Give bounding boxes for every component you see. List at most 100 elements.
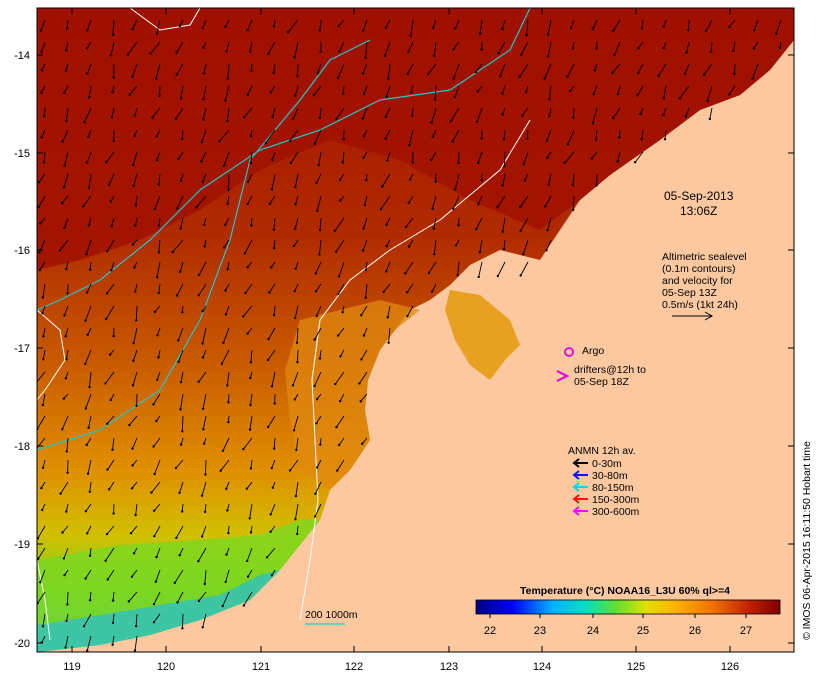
velocity-arrow xyxy=(224,283,230,292)
velocity-arrow xyxy=(269,525,276,533)
velocity-arrow xyxy=(133,635,138,652)
velocity-arrow xyxy=(41,459,46,469)
velocity-arrow xyxy=(318,217,322,232)
velocity-arrow xyxy=(58,239,69,252)
velocity-arrow xyxy=(87,173,92,189)
velocity-arrow xyxy=(662,107,667,117)
velocity-arrow xyxy=(246,327,253,335)
velocity-arrow xyxy=(248,503,253,520)
velocity-arrow xyxy=(477,151,483,164)
velocity-arrow xyxy=(132,349,138,362)
velocity-arrow xyxy=(521,107,529,117)
velocity-arrow xyxy=(316,63,322,75)
velocity-arrow xyxy=(727,19,736,29)
altimetry-line-4: 05-Sep 13Z xyxy=(662,287,717,299)
velocity-arrow xyxy=(362,217,368,230)
velocity-arrow xyxy=(87,85,92,99)
velocity-arrow xyxy=(271,151,276,161)
velocity-arrow xyxy=(566,63,575,78)
lat-tick-label: -16 xyxy=(14,245,30,257)
velocity-arrow xyxy=(295,437,299,452)
velocity-arrow xyxy=(427,261,437,274)
velocity-arrow xyxy=(547,173,552,186)
velocity-arrow xyxy=(106,569,115,581)
velocity-arrow xyxy=(612,19,621,32)
velocity-arrow xyxy=(219,459,230,472)
velocity-arrow xyxy=(179,371,184,384)
velocity-arrow xyxy=(732,41,736,52)
velocity-arrow xyxy=(175,283,184,297)
velocity-arrow xyxy=(179,217,184,230)
inlet-water xyxy=(445,290,520,380)
velocity-arrow xyxy=(222,151,230,167)
velocity-arrow xyxy=(42,349,46,361)
velocity-arrow xyxy=(153,195,161,210)
velocity-arrow xyxy=(451,129,460,143)
velocity-arrow xyxy=(218,129,230,143)
sealevel-contour-white-4 xyxy=(37,559,51,641)
velocity-arrow xyxy=(408,129,414,147)
velocity-arrow xyxy=(704,19,713,33)
time-label: 13:06Z xyxy=(680,204,717,218)
velocity-arrow xyxy=(294,305,299,320)
velocity-arrow xyxy=(131,437,138,450)
velocity-arrow xyxy=(87,217,92,227)
velocity-arrow xyxy=(126,41,138,56)
velocity-arrow xyxy=(221,437,230,452)
velocity-arrow xyxy=(318,349,322,360)
sealevel-contour-white-1 xyxy=(299,119,531,621)
velocity-arrow xyxy=(502,129,506,141)
lat-tick-label: -17 xyxy=(14,343,30,355)
velocity-arrow xyxy=(269,503,276,516)
velocity-arrow xyxy=(61,129,69,143)
velocity-arrow xyxy=(362,19,368,33)
velocity-arrow xyxy=(179,393,184,411)
velocity-arrow xyxy=(337,283,345,296)
velocity-arrow xyxy=(131,239,138,246)
velocity-arrow xyxy=(243,107,253,119)
velocity-arrow xyxy=(637,41,644,50)
velocity-arrow xyxy=(112,63,115,79)
velocity-arrow xyxy=(452,41,460,51)
velocity-arrow xyxy=(86,41,92,50)
velocity-arrow xyxy=(636,85,644,97)
velocity-arrow xyxy=(358,371,368,385)
velocity-arrow xyxy=(135,305,138,322)
velocity-arrow xyxy=(226,107,230,123)
lon-tick-label: 126 xyxy=(721,661,739,673)
velocity-arrow xyxy=(591,107,598,125)
velocity-arrow xyxy=(338,437,345,447)
velocity-arrow xyxy=(273,393,276,405)
velocity-arrow xyxy=(197,371,207,383)
velocity-arrow xyxy=(385,239,391,248)
velocity-arrow xyxy=(662,85,667,100)
velocity-arrow xyxy=(39,569,46,584)
velocity-arrow xyxy=(181,503,184,513)
velocity-arrow xyxy=(333,217,345,232)
colorbar-ticks: 22 23 24 25 26 27 xyxy=(484,614,752,637)
argo-marker-icon xyxy=(564,347,574,357)
velocity-arrow xyxy=(130,569,138,578)
velocity-arrow xyxy=(250,63,253,72)
velocity-arrow xyxy=(154,569,161,583)
velocity-arrow xyxy=(499,63,506,78)
velocity-arrow xyxy=(336,459,345,472)
velocity-arrow xyxy=(778,41,782,50)
velocity-arrow xyxy=(202,415,207,431)
velocity-arrow xyxy=(591,19,598,31)
velocity-arrow xyxy=(153,525,161,538)
velocity-arrow xyxy=(292,415,299,432)
velocity-arrow xyxy=(135,393,138,407)
velocity-arrow xyxy=(65,503,69,513)
velocity-arrow xyxy=(449,107,460,123)
velocity-arrow xyxy=(176,195,184,210)
velocity-arrow xyxy=(63,85,69,94)
velocity-arrow xyxy=(104,305,115,321)
anmn-legend-label: 0-30m xyxy=(592,458,622,470)
lon-tick-label: 119 xyxy=(63,661,81,673)
velocity-arrow xyxy=(177,327,184,342)
anmn-legend-label: 30-80m xyxy=(592,470,628,482)
anmn-legend-label: 150-300m xyxy=(592,494,640,506)
velocity-arrow xyxy=(546,151,552,159)
